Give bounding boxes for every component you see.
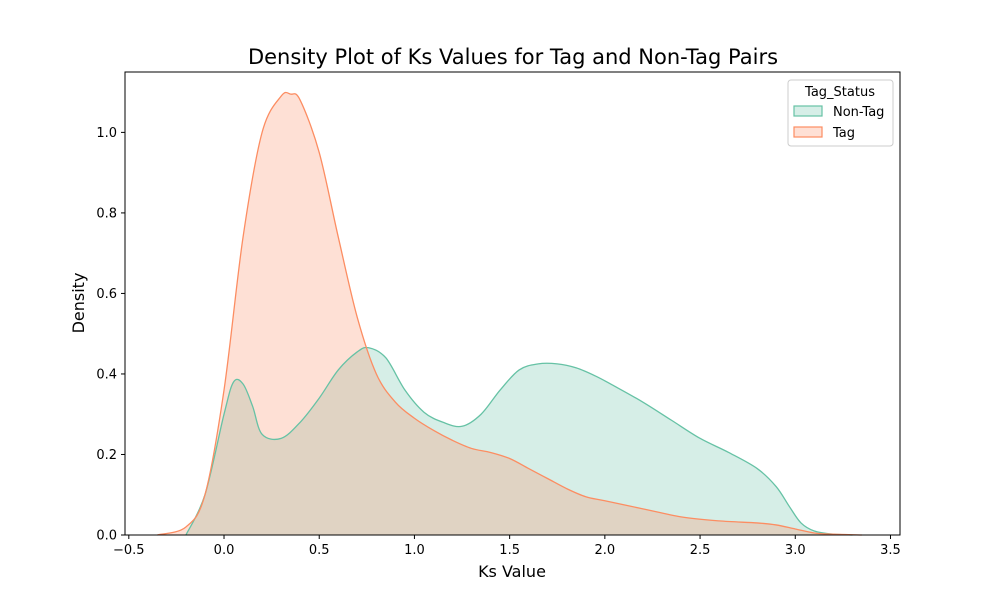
y-tick-label: 0.4	[96, 367, 117, 382]
non-tag-density-fill	[185, 347, 853, 535]
series-fills	[157, 92, 862, 536]
legend-swatch-bg-non-tag	[794, 106, 822, 116]
legend-label-tag: Tag	[832, 126, 855, 141]
tag-density-line	[157, 91, 862, 536]
x-tick-label: 1.5	[499, 543, 520, 558]
x-axis-title: Ks Value	[478, 562, 546, 581]
series-lines	[157, 91, 862, 536]
y-axis-title: Density	[69, 273, 88, 334]
x-tick-label: 3.5	[880, 543, 901, 558]
y-tick-label: 0.2	[96, 448, 117, 463]
y-axis-ticks: 0.0 0.2 0.4 0.6 0.8 1.0	[96, 126, 125, 544]
y-tick-label: 0.6	[96, 287, 117, 302]
x-tick-label: 3.0	[785, 543, 806, 558]
legend-title: Tag_Status	[804, 85, 875, 100]
x-tick-label: 2.5	[690, 543, 711, 558]
x-tick-label: −0.5	[113, 543, 145, 558]
x-tick-label: 2.0	[595, 543, 616, 558]
x-tick-label: 0.0	[214, 543, 235, 558]
legend-items: Non-Tag Tag	[793, 105, 884, 141]
y-tick-label: 1.0	[96, 126, 117, 141]
y-tick-label: 0.0	[96, 529, 117, 544]
y-tick-label: 0.8	[96, 206, 117, 221]
non-tag-density-line	[185, 346, 853, 536]
legend-swatch-non-tag	[793, 105, 823, 117]
plot-frame	[124, 71, 901, 536]
chart-title: Density Plot of Ks Values for Tag and No…	[248, 45, 778, 69]
legend-label-non-tag: Non-Tag	[833, 105, 884, 120]
tag-density-fill	[157, 92, 862, 536]
x-tick-label: 0.5	[309, 543, 330, 558]
legend: Tag_Status Non-Tag Tag	[787, 79, 894, 147]
x-axis-ticks: −0.5 0.0 0.5 1.0 1.5 2.0 2.5 3.0 3.5	[113, 535, 901, 558]
legend-swatch-tag	[793, 126, 823, 138]
x-tick-label: 1.0	[404, 543, 425, 558]
legend-swatch-bg-tag	[794, 127, 822, 137]
